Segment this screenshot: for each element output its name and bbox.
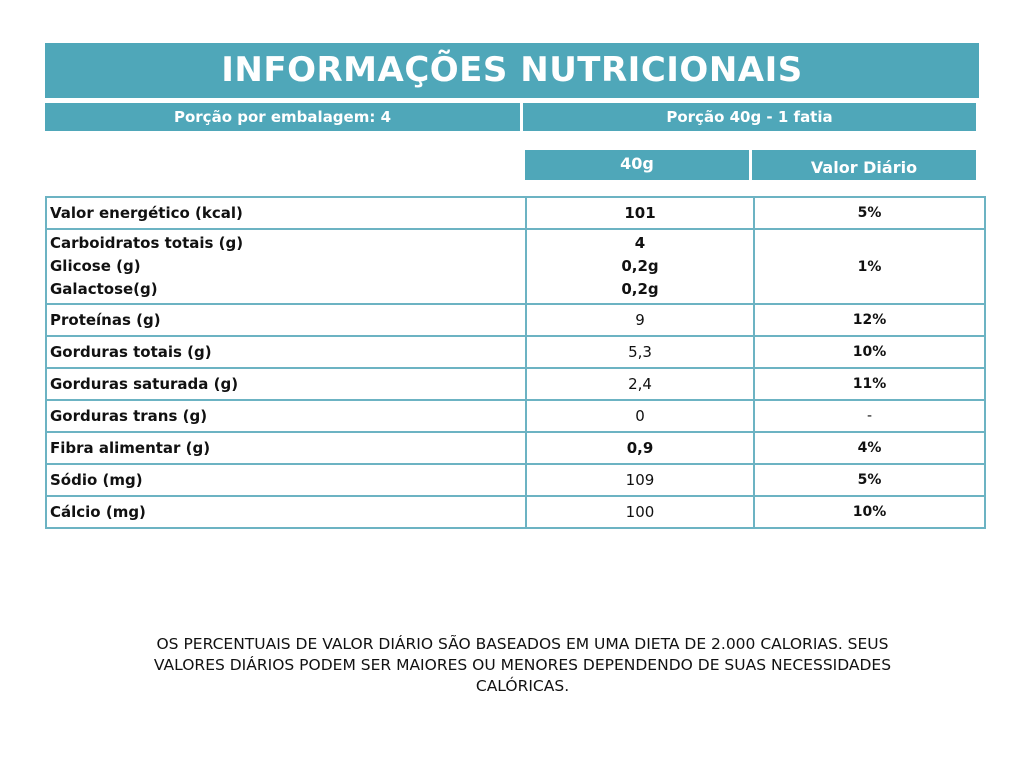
daily-value-footnote: OS PERCENTUAIS DE VALOR DIÁRIO SÃO BASEA… xyxy=(70,634,975,697)
nutrient-daily-value: 1% xyxy=(753,228,986,305)
nutrient-daily-value: 12% xyxy=(753,303,986,337)
nutrient-label: Valor energético (kcal) xyxy=(45,196,527,230)
nutrient-label: Gorduras saturada (g) xyxy=(45,367,527,401)
servings-per-package: Porção por embalagem: 4 xyxy=(45,103,520,131)
nutrient-amount: 9 xyxy=(525,303,755,337)
nutrient-label: Gorduras trans (g) xyxy=(45,399,527,433)
table-row-calcium: Cálcio (mg) 100 10% xyxy=(45,495,986,529)
nutrient-amount: 0,9 xyxy=(525,431,755,465)
nutrient-amount-group: 4 0,2g 0,2g xyxy=(525,228,755,305)
nutrient-daily-value: 11% xyxy=(753,367,986,401)
nutrient-daily-value: 4% xyxy=(753,431,986,465)
nutrient-label-group: Carboidratos totais (g) Glicose (g) Gala… xyxy=(45,228,527,305)
table-row-fiber: Fibra alimentar (g) 0,9 4% xyxy=(45,431,986,465)
table-row-carbohydrates: Carboidratos totais (g) Glicose (g) Gala… xyxy=(45,228,986,305)
nutrient-amount: 109 xyxy=(525,463,755,497)
nutrient-label: Cálcio (mg) xyxy=(45,495,527,529)
serving-size: Porção 40g - 1 fatia xyxy=(523,103,976,131)
nutrient-daily-value: 5% xyxy=(753,463,986,497)
table-row-protein: Proteínas (g) 9 12% xyxy=(45,303,986,337)
column-header-amount: 40g xyxy=(525,150,749,180)
nutrient-daily-value: 10% xyxy=(753,335,986,369)
nutrient-label: Glicose (g) xyxy=(50,257,141,275)
footnote-line: OS PERCENTUAIS DE VALOR DIÁRIO SÃO BASEA… xyxy=(156,635,889,653)
nutrient-amount: 0,2g xyxy=(621,280,659,298)
nutrition-table: Valor energético (kcal) 101 5% Carboidra… xyxy=(45,196,986,529)
table-row-total-fat: Gorduras totais (g) 5,3 10% xyxy=(45,335,986,369)
nutrient-amount: 0,2g xyxy=(621,257,659,275)
table-row-energy: Valor energético (kcal) 101 5% xyxy=(45,196,986,230)
page-title: INFORMAÇÕES NUTRICIONAIS xyxy=(45,43,979,98)
nutrient-amount: 100 xyxy=(525,495,755,529)
nutrient-daily-value: 10% xyxy=(753,495,986,529)
table-row-saturated-fat: Gorduras saturada (g) 2,4 11% xyxy=(45,367,986,401)
nutrient-daily-value: 5% xyxy=(753,196,986,230)
nutrient-label: Gorduras totais (g) xyxy=(45,335,527,369)
nutrient-label: Carboidratos totais (g) xyxy=(50,234,244,252)
footnote-line: CALÓRICAS. xyxy=(475,677,570,695)
nutrient-label: Fibra alimentar (g) xyxy=(45,431,527,465)
nutrient-amount: 0 xyxy=(525,399,755,433)
nutrient-label: Sódio (mg) xyxy=(45,463,527,497)
column-header-daily-value: Valor Diário xyxy=(752,150,976,180)
nutrient-label: Proteínas (g) xyxy=(45,303,527,337)
footnote-line: VALORES DIÁRIOS PODEM SER MAIORES OU MEN… xyxy=(153,656,892,674)
nutrient-amount: 5,3 xyxy=(525,335,755,369)
table-row-sodium: Sódio (mg) 109 5% xyxy=(45,463,986,497)
nutrient-amount: 2,4 xyxy=(525,367,755,401)
nutrient-daily-value: - xyxy=(753,399,986,433)
nutrient-amount: 4 xyxy=(634,234,646,252)
nutrient-amount: 101 xyxy=(525,196,755,230)
nutrient-label: Galactose(g) xyxy=(50,280,158,298)
table-row-trans-fat: Gorduras trans (g) 0 - xyxy=(45,399,986,433)
